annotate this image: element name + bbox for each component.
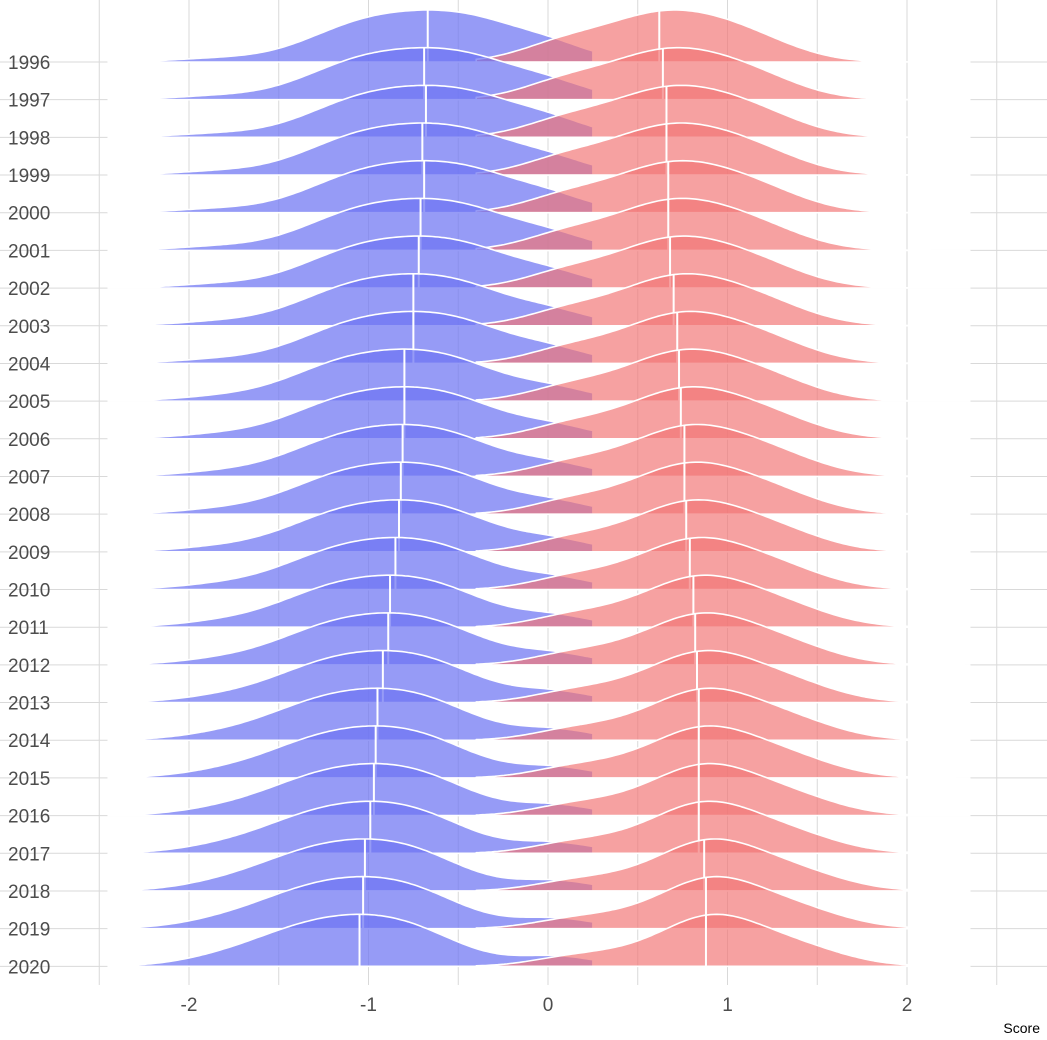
y-tick-label: 2003: [8, 317, 50, 338]
density-left: [107, 9, 594, 63]
y-tick-label: 1997: [8, 91, 50, 112]
y-tick-label: 2006: [8, 430, 50, 451]
density-left: [107, 84, 594, 139]
density-left: [107, 461, 594, 515]
y-tick-label: 2001: [8, 241, 50, 262]
density-left: [107, 762, 594, 817]
y-tick-label: 1998: [8, 128, 50, 149]
y-tick-label: 2000: [8, 204, 50, 225]
ridge-right-2020: [475, 913, 971, 968]
density-left: [107, 159, 594, 214]
density-right: [475, 273, 971, 327]
density-right: [475, 348, 971, 402]
density-left: [107, 536, 594, 591]
density-left: [107, 838, 594, 892]
x-tick-label: 1: [722, 995, 733, 1016]
y-tick-label: 2011: [8, 618, 49, 639]
density-right: [475, 122, 971, 176]
density-left: [107, 725, 594, 779]
y-tick-label: 2013: [8, 694, 50, 715]
y-tick-label: 2002: [8, 279, 50, 300]
density-right: [475, 687, 971, 742]
density-left: [107, 649, 594, 704]
y-tick-label: 2012: [8, 656, 50, 677]
y-tick-label: 2018: [8, 882, 50, 903]
y-tick-label: 2004: [8, 354, 51, 375]
y-tick-label: 2015: [8, 769, 50, 790]
density-left: [107, 197, 594, 252]
density-left: [107, 687, 594, 742]
density-left: [107, 122, 594, 176]
x-tick-label: -1: [360, 995, 377, 1016]
density-right: [475, 725, 971, 779]
ridge-left-2020: [107, 913, 594, 968]
y-tick-label: 2020: [8, 957, 50, 978]
density-right: [475, 159, 971, 214]
density-right: [475, 838, 971, 892]
density-left: [107, 800, 594, 855]
density-right: [475, 574, 971, 628]
density-right: [475, 649, 971, 704]
density-right: [475, 536, 971, 591]
density-right: [475, 499, 971, 553]
density-left: [107, 499, 594, 553]
y-tick-label: 2016: [8, 807, 50, 828]
density-right: [475, 84, 971, 139]
density-left: [107, 235, 594, 289]
x-tick-label: -2: [181, 995, 198, 1016]
y-tick-label: 2019: [8, 920, 50, 941]
density-left: [107, 348, 594, 402]
density-right: [475, 762, 971, 817]
density-right: [475, 46, 971, 101]
density-right: [475, 612, 971, 666]
y-tick-label: 2009: [8, 543, 50, 564]
density-right: [475, 423, 971, 478]
density-right: [475, 386, 971, 440]
y-tick-label: 1996: [8, 53, 50, 74]
density-left: [107, 574, 594, 628]
density-right: [475, 913, 971, 968]
density-left: [107, 310, 594, 365]
y-tick-label: 2014: [8, 731, 51, 752]
density-right: [475, 235, 971, 289]
density-left: [107, 612, 594, 666]
density-left: [107, 423, 594, 478]
y-tick-label: 2010: [8, 581, 50, 602]
density-right: [475, 875, 971, 930]
y-tick-label: 2007: [8, 467, 50, 488]
x-tick-label: 0: [543, 995, 554, 1016]
density-right: [475, 9, 971, 63]
density-left: [107, 913, 594, 968]
density-left: [107, 46, 594, 101]
density-left: [107, 386, 594, 440]
y-tick-label: 1999: [8, 166, 50, 187]
density-right: [475, 800, 971, 855]
density-right: [475, 197, 971, 252]
y-axis-ticks: 1996 1997 1998 1999 2000 2001 2002 2003 2004 2005…: [8, 53, 51, 978]
y-tick-label: 2005: [8, 392, 50, 413]
y-tick-label: 2017: [8, 844, 50, 865]
density-left: [107, 273, 594, 327]
ridges: [107, 9, 971, 968]
density-left: [107, 875, 594, 930]
y-tick-label: 2008: [8, 505, 50, 526]
x-tick-label: 2: [902, 995, 913, 1016]
density-right: [475, 461, 971, 515]
x-axis-label: Score: [1003, 1020, 1040, 1036]
x-axis-ticks: -2 -1 0 1 2: [181, 995, 913, 1016]
density-right: [475, 310, 971, 365]
